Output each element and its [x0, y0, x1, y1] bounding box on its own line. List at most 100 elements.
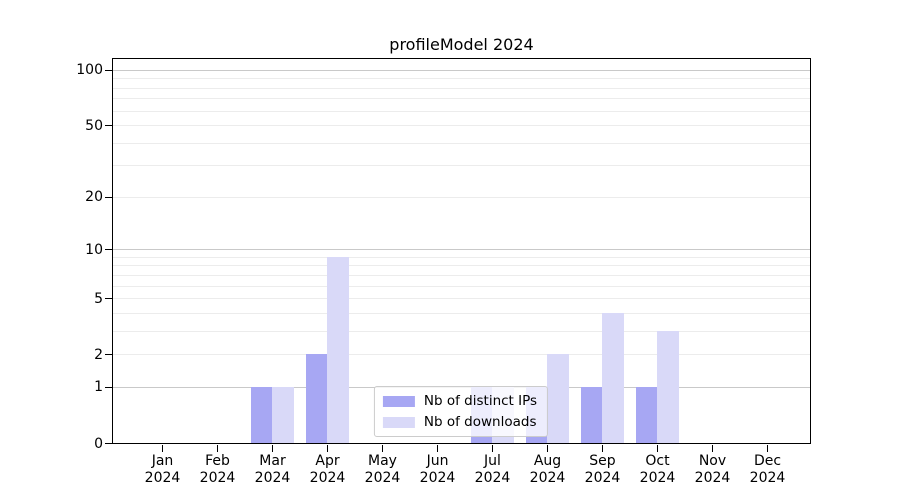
x-tick-mark — [271, 444, 274, 452]
x-tick-mark — [381, 444, 384, 452]
minor-gridline — [112, 256, 810, 258]
x-tick-mark — [656, 444, 659, 452]
y-tick-mark — [105, 124, 112, 127]
x-tick-mark — [161, 444, 164, 452]
bar-distinct-ips-apr — [305, 354, 327, 443]
x-tick-year: 2024 — [254, 470, 291, 486]
legend-item-distinct-ips: Nb of distinct IPs — [382, 393, 538, 409]
x-tick-month: Jun — [426, 453, 449, 469]
x-tick-mark — [436, 444, 439, 452]
x-tick-month: Jan — [151, 453, 174, 469]
y-tick-label: 1 — [94, 379, 103, 396]
x-tick-label-jan: Jan 2024 — [131, 453, 195, 487]
minor-gridline — [112, 265, 810, 267]
x-tick-mark — [766, 444, 769, 452]
x-tick-mark — [546, 444, 549, 452]
minor-gridline — [112, 312, 810, 314]
x-tick-mark — [601, 444, 604, 452]
minor-gridline — [112, 125, 810, 127]
bar-distinct-ips-oct — [635, 386, 657, 443]
y-tick-label: 50 — [85, 117, 103, 134]
y-tick-label: 0 — [94, 435, 103, 452]
x-tick-year: 2024 — [309, 470, 346, 486]
x-tick-year: 2024 — [529, 470, 566, 486]
minor-gridline — [112, 165, 810, 167]
x-tick-month: Nov — [698, 453, 727, 469]
x-tick-label-nov: Nov 2024 — [681, 453, 745, 487]
x-tick-year: 2024 — [694, 470, 731, 486]
minor-gridline — [112, 98, 810, 100]
y-tick-label: 2 — [94, 346, 103, 363]
x-tick-year: 2024 — [749, 470, 786, 486]
x-tick-year: 2024 — [639, 470, 676, 486]
bar-distinct-ips-mar — [250, 386, 272, 443]
y-tick-mark — [105, 386, 112, 389]
x-tick-mark — [326, 444, 329, 452]
y-tick-mark — [105, 442, 112, 445]
legend-label-downloads: Nb of downloads — [423, 414, 537, 430]
plot-area: Nb of distinct IPs Nb of downloads — [111, 58, 811, 444]
major-gridline — [112, 69, 810, 71]
x-tick-year: 2024 — [199, 470, 236, 486]
x-tick-label-apr: Apr 2024 — [296, 453, 360, 487]
major-gridline — [112, 249, 810, 251]
x-tick-mark — [711, 444, 714, 452]
legend-swatch-distinct-ips — [382, 395, 415, 407]
x-tick-year: 2024 — [364, 470, 401, 486]
x-tick-label-jul: Jul 2024 — [461, 453, 525, 487]
bar-downloads-apr — [327, 256, 349, 443]
x-tick-month: Jul — [484, 453, 501, 469]
bar-downloads-oct — [657, 330, 679, 443]
minor-gridline — [112, 298, 810, 300]
x-tick-month: Apr — [315, 453, 340, 469]
x-tick-label-may: May 2024 — [351, 453, 415, 487]
chart-title: profileModel 2024 — [389, 35, 534, 54]
x-tick-mark — [216, 444, 219, 452]
x-tick-month: May — [368, 453, 397, 469]
y-tick-label: 20 — [85, 189, 103, 206]
minor-gridline — [112, 285, 810, 287]
minor-gridline — [112, 354, 810, 356]
bar-downloads-aug — [547, 354, 569, 443]
x-tick-label-feb: Feb 2024 — [186, 453, 250, 487]
legend-swatch-downloads — [382, 416, 415, 428]
minor-gridline — [112, 330, 810, 332]
y-tick-label: 100 — [76, 62, 103, 79]
bar-downloads-mar — [272, 386, 294, 443]
bar-downloads-sep — [602, 312, 624, 443]
x-tick-month: Mar — [259, 453, 286, 469]
y-tick-label: 5 — [94, 290, 103, 307]
x-tick-year: 2024 — [144, 470, 181, 486]
minor-gridline — [112, 110, 810, 112]
x-tick-label-sep: Sep 2024 — [571, 453, 635, 487]
x-tick-month: Aug — [533, 453, 562, 469]
legend-label-distinct-ips: Nb of distinct IPs — [423, 393, 538, 409]
minor-gridline — [112, 142, 810, 144]
bar-distinct-ips-sep — [580, 386, 602, 443]
minor-gridline — [112, 78, 810, 80]
minor-gridline — [112, 274, 810, 276]
x-tick-year: 2024 — [584, 470, 621, 486]
x-tick-label-dec: Dec 2024 — [736, 453, 800, 487]
y-tick-mark — [105, 196, 112, 199]
x-tick-month: Dec — [753, 453, 782, 469]
x-tick-mark — [491, 444, 494, 452]
legend: Nb of distinct IPs Nb of downloads — [373, 386, 549, 437]
x-tick-year: 2024 — [474, 470, 511, 486]
legend-item-downloads: Nb of downloads — [382, 414, 537, 430]
x-tick-year: 2024 — [419, 470, 456, 486]
y-tick-label: 10 — [85, 241, 103, 258]
minor-gridline — [112, 87, 810, 89]
y-tick-mark — [105, 353, 112, 356]
x-tick-label-mar: Mar 2024 — [241, 453, 305, 487]
minor-gridline — [112, 196, 810, 198]
y-tick-mark — [105, 69, 112, 72]
y-tick-mark — [105, 297, 112, 300]
x-tick-label-aug: Aug 2024 — [516, 453, 580, 487]
x-tick-month: Feb — [205, 453, 230, 469]
x-tick-month: Sep — [589, 453, 616, 469]
x-tick-label-oct: Oct 2024 — [626, 453, 690, 487]
x-tick-month: Oct — [645, 453, 670, 469]
x-tick-label-jun: Jun 2024 — [406, 453, 470, 487]
